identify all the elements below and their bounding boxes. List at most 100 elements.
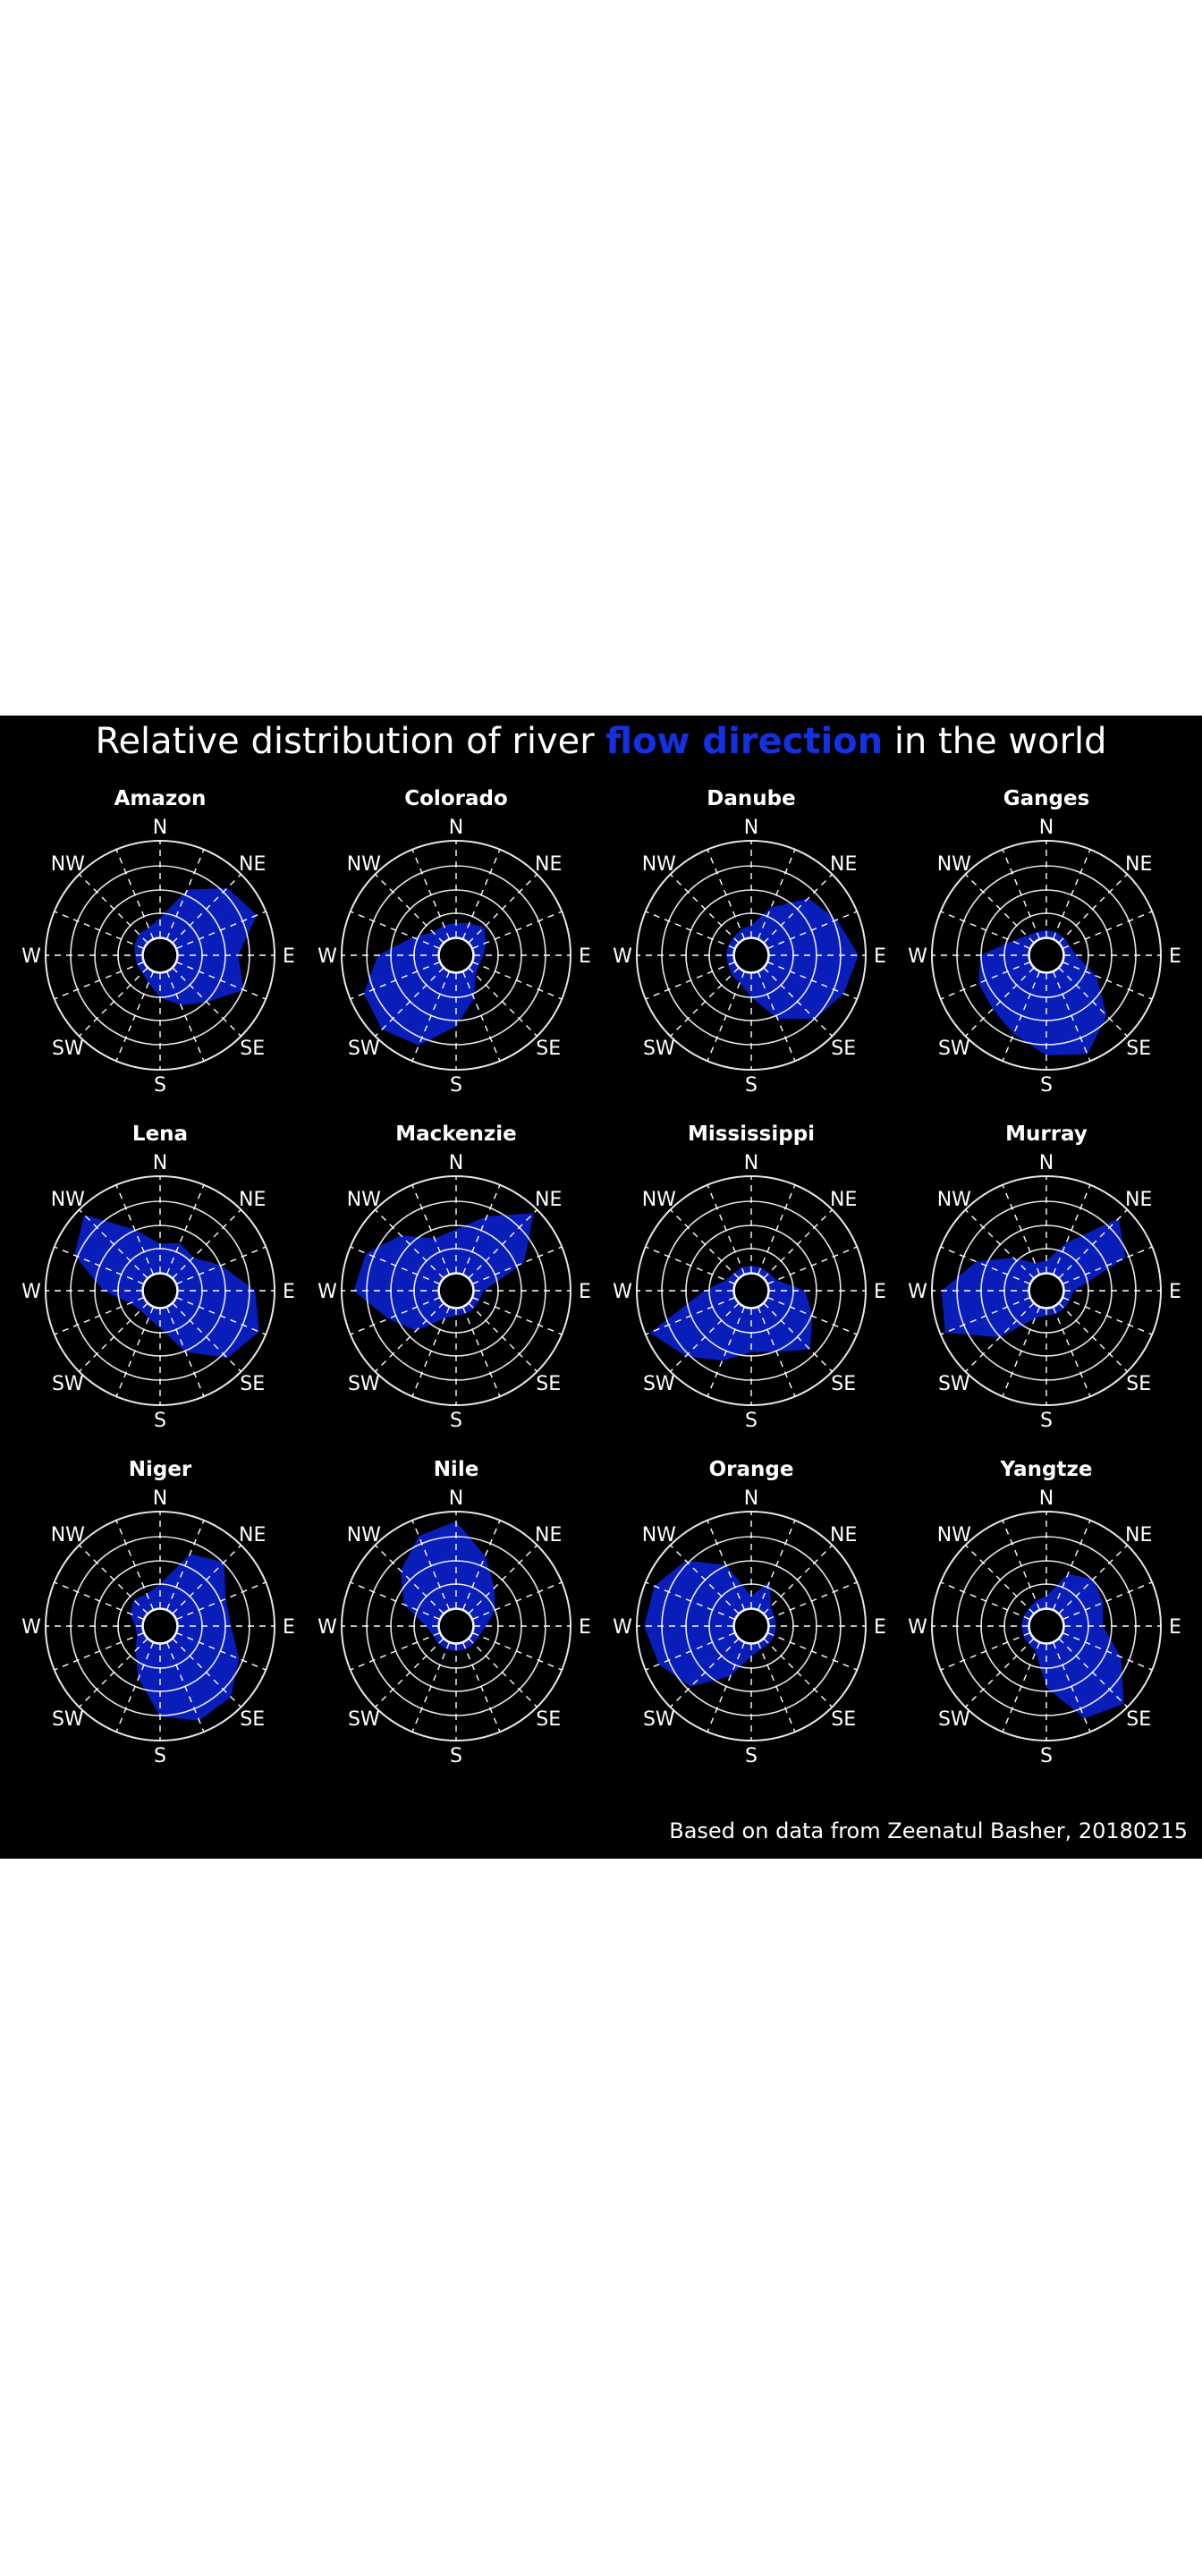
grid-spoke: [115, 849, 154, 939]
grid-spoke: [1053, 971, 1091, 1062]
direction-label-w: W: [21, 945, 41, 968]
grid-spoke: [763, 1545, 833, 1614]
grid-spoke: [758, 849, 796, 939]
grid-spoke: [965, 1545, 1035, 1614]
grid-spoke: [79, 874, 148, 944]
direction-label-sw: SW: [52, 1708, 84, 1731]
grid-spoke: [940, 1297, 1030, 1335]
grid-spoke: [472, 1246, 563, 1284]
grid-spoke: [472, 911, 563, 949]
grid-spoke: [350, 962, 440, 1000]
chart-title: Mississippi: [688, 1123, 815, 1146]
grid-spoke: [462, 849, 501, 939]
direction-label-se: SE: [831, 1038, 856, 1060]
grid-spoke: [707, 1642, 745, 1733]
grid-spoke: [472, 1632, 563, 1671]
grid-spoke: [115, 971, 154, 1062]
direction-label-se: SE: [831, 1708, 856, 1731]
radar-chart-mackenzie: Mackenzie N NE E SE S SW W NW: [317, 1123, 591, 1432]
grid-spoke: [411, 1307, 450, 1397]
grid-spoke: [350, 1246, 440, 1284]
grid-spoke: [758, 971, 796, 1062]
grid-spoke: [115, 1520, 154, 1610]
grid-spoke: [758, 1307, 796, 1397]
flow-area: [644, 1560, 777, 1687]
direction-label-sw: SW: [643, 1708, 675, 1731]
grid-spoke: [172, 967, 241, 1037]
direction-label-se: SE: [536, 1038, 561, 1060]
grid-spoke: [940, 962, 1030, 1000]
grid-spoke: [1058, 1638, 1128, 1707]
direction-label-sw: SW: [643, 1038, 675, 1060]
direction-label-s: S: [450, 1745, 462, 1767]
direction-label-ne: NE: [239, 1524, 266, 1546]
grid-spoke: [115, 1307, 154, 1397]
grid-spoke: [1053, 1642, 1091, 1733]
direction-label-w: W: [908, 1281, 927, 1303]
grid-spoke: [472, 1297, 563, 1335]
grid-spoke: [645, 911, 735, 949]
direction-label-nw: NW: [642, 1524, 676, 1546]
grid-spoke: [411, 849, 450, 939]
grid-spoke: [472, 1581, 563, 1620]
direction-label-w: W: [317, 945, 337, 968]
page-title: Relative distribution of river flow dire…: [0, 720, 1202, 763]
grid-spoke: [468, 967, 538, 1037]
grid-spoke: [411, 1184, 450, 1275]
grid-spoke: [1058, 1302, 1128, 1372]
grid-spoke: [1002, 1307, 1040, 1397]
title-after: in the world: [883, 721, 1107, 762]
grid-spoke: [763, 1638, 833, 1707]
direction-label-n: N: [744, 1152, 758, 1174]
direction-label-n: N: [153, 1152, 167, 1174]
grid-spoke: [54, 1297, 144, 1335]
grid-spoke: [1062, 1581, 1153, 1620]
direction-label-n: N: [1039, 817, 1054, 839]
grid-spoke: [1053, 849, 1091, 939]
direction-label-w: W: [613, 1281, 632, 1303]
grid-spoke: [1053, 1307, 1091, 1397]
direction-label-se: SE: [240, 1038, 265, 1060]
grid-spoke: [350, 1581, 440, 1620]
grid-spoke: [166, 1184, 205, 1275]
grid-spoke: [965, 1638, 1035, 1707]
grid-spoke: [1053, 1520, 1091, 1610]
center-hole: [733, 937, 769, 973]
grid-spoke: [468, 1638, 538, 1707]
grid-spoke: [411, 1520, 450, 1610]
direction-label-sw: SW: [348, 1708, 380, 1731]
center-hole: [142, 1608, 178, 1644]
direction-label-ne: NE: [830, 853, 857, 876]
chart-title: Murray: [1005, 1123, 1088, 1146]
chart-title: Yangtze: [1000, 1458, 1093, 1481]
grid-spoke: [176, 1581, 267, 1620]
grid-spoke: [670, 967, 740, 1037]
grid-spoke: [670, 1545, 740, 1614]
direction-label-s: S: [154, 1410, 166, 1432]
grid-spoke: [172, 874, 241, 944]
direction-label-ne: NE: [1125, 1524, 1152, 1546]
center-hole: [1028, 937, 1064, 973]
chart-title: Orange: [709, 1458, 794, 1481]
radar-chart-amazon: Amazon N NE E SE S SW W NW: [21, 787, 295, 1097]
center-hole: [142, 1273, 178, 1309]
grid-spoke: [1002, 1520, 1040, 1610]
direction-label-ne: NE: [535, 853, 562, 876]
direction-label-nw: NW: [347, 853, 381, 876]
radar-chart-grid: AmazonNNEESESSWWNWColoradoNNEESESSWWNWDa…: [21, 787, 1181, 1767]
grid-spoke: [350, 911, 440, 949]
direction-label-e: E: [579, 945, 591, 968]
center-hole: [1028, 1273, 1064, 1309]
center-hole: [438, 1273, 474, 1309]
direction-label-s: S: [154, 1745, 166, 1767]
direction-label-se: SE: [1126, 1373, 1151, 1395]
direction-label-n: N: [449, 817, 463, 839]
radar-chart-yangtze: Yangtze N NE E SE S SW W NW: [908, 1458, 1181, 1767]
direction-label-sw: SW: [938, 1708, 970, 1731]
direction-label-s: S: [154, 1074, 166, 1097]
grid-spoke: [767, 1297, 858, 1335]
chart-title: Amazon: [114, 787, 207, 810]
source-caption: Based on data from Zeenatul Basher, 2018…: [669, 1818, 1188, 1843]
radar-chart-ganges: Ganges N NE E SE S SW W NW: [908, 787, 1181, 1097]
grid-spoke: [1058, 967, 1128, 1037]
